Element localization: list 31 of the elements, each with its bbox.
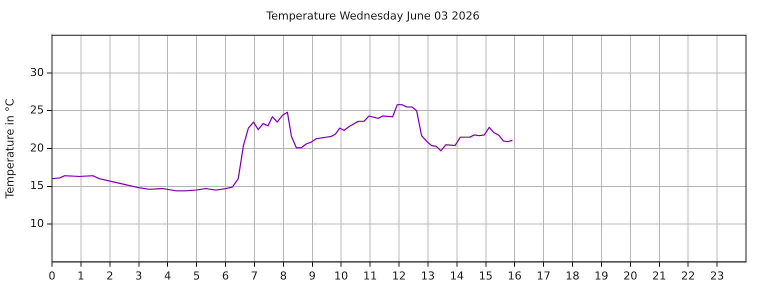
y-tick-label: 15 (30, 179, 44, 192)
y-tick-label: 30 (30, 66, 44, 79)
y-tick-label: 10 (30, 216, 44, 230)
x-tick-label: 11 (363, 269, 378, 282)
x-tick-label: 7 (250, 269, 258, 282)
x-tick-label: 6 (222, 269, 229, 282)
x-tick-label: 4 (164, 269, 172, 282)
x-tick-label: 22 (681, 269, 696, 282)
y-axis-title: Temperature in °C (3, 98, 16, 200)
x-tick-label: 13 (420, 269, 435, 282)
x-tick-label: 17 (536, 269, 551, 282)
y-tick-label: 20 (30, 141, 44, 154)
x-tick-label: 12 (392, 269, 406, 282)
x-tick-label: 5 (193, 269, 200, 282)
x-tick-label: 10 (334, 269, 348, 282)
chart-title: Temperature Wednesday June 03 2026 (265, 9, 480, 22)
x-tick-label: 14 (450, 269, 464, 282)
x-tick-label: 3 (135, 269, 142, 282)
x-tick-label: 20 (623, 269, 638, 282)
x-tick-label: 8 (280, 269, 287, 282)
x-tick-label: 0 (48, 269, 56, 282)
y-tick-label: 25 (30, 104, 44, 117)
x-tick-label: 9 (308, 269, 316, 282)
x-tick-label: 23 (710, 269, 724, 282)
x-tick-label: 16 (508, 269, 522, 282)
x-tick-label: 19 (594, 269, 608, 282)
x-tick-label: 18 (566, 269, 580, 282)
x-tick-label: 1 (77, 269, 84, 282)
x-tick-label: 15 (478, 269, 493, 282)
x-tick-label: 21 (652, 269, 666, 282)
x-tick-label: 2 (106, 269, 114, 282)
